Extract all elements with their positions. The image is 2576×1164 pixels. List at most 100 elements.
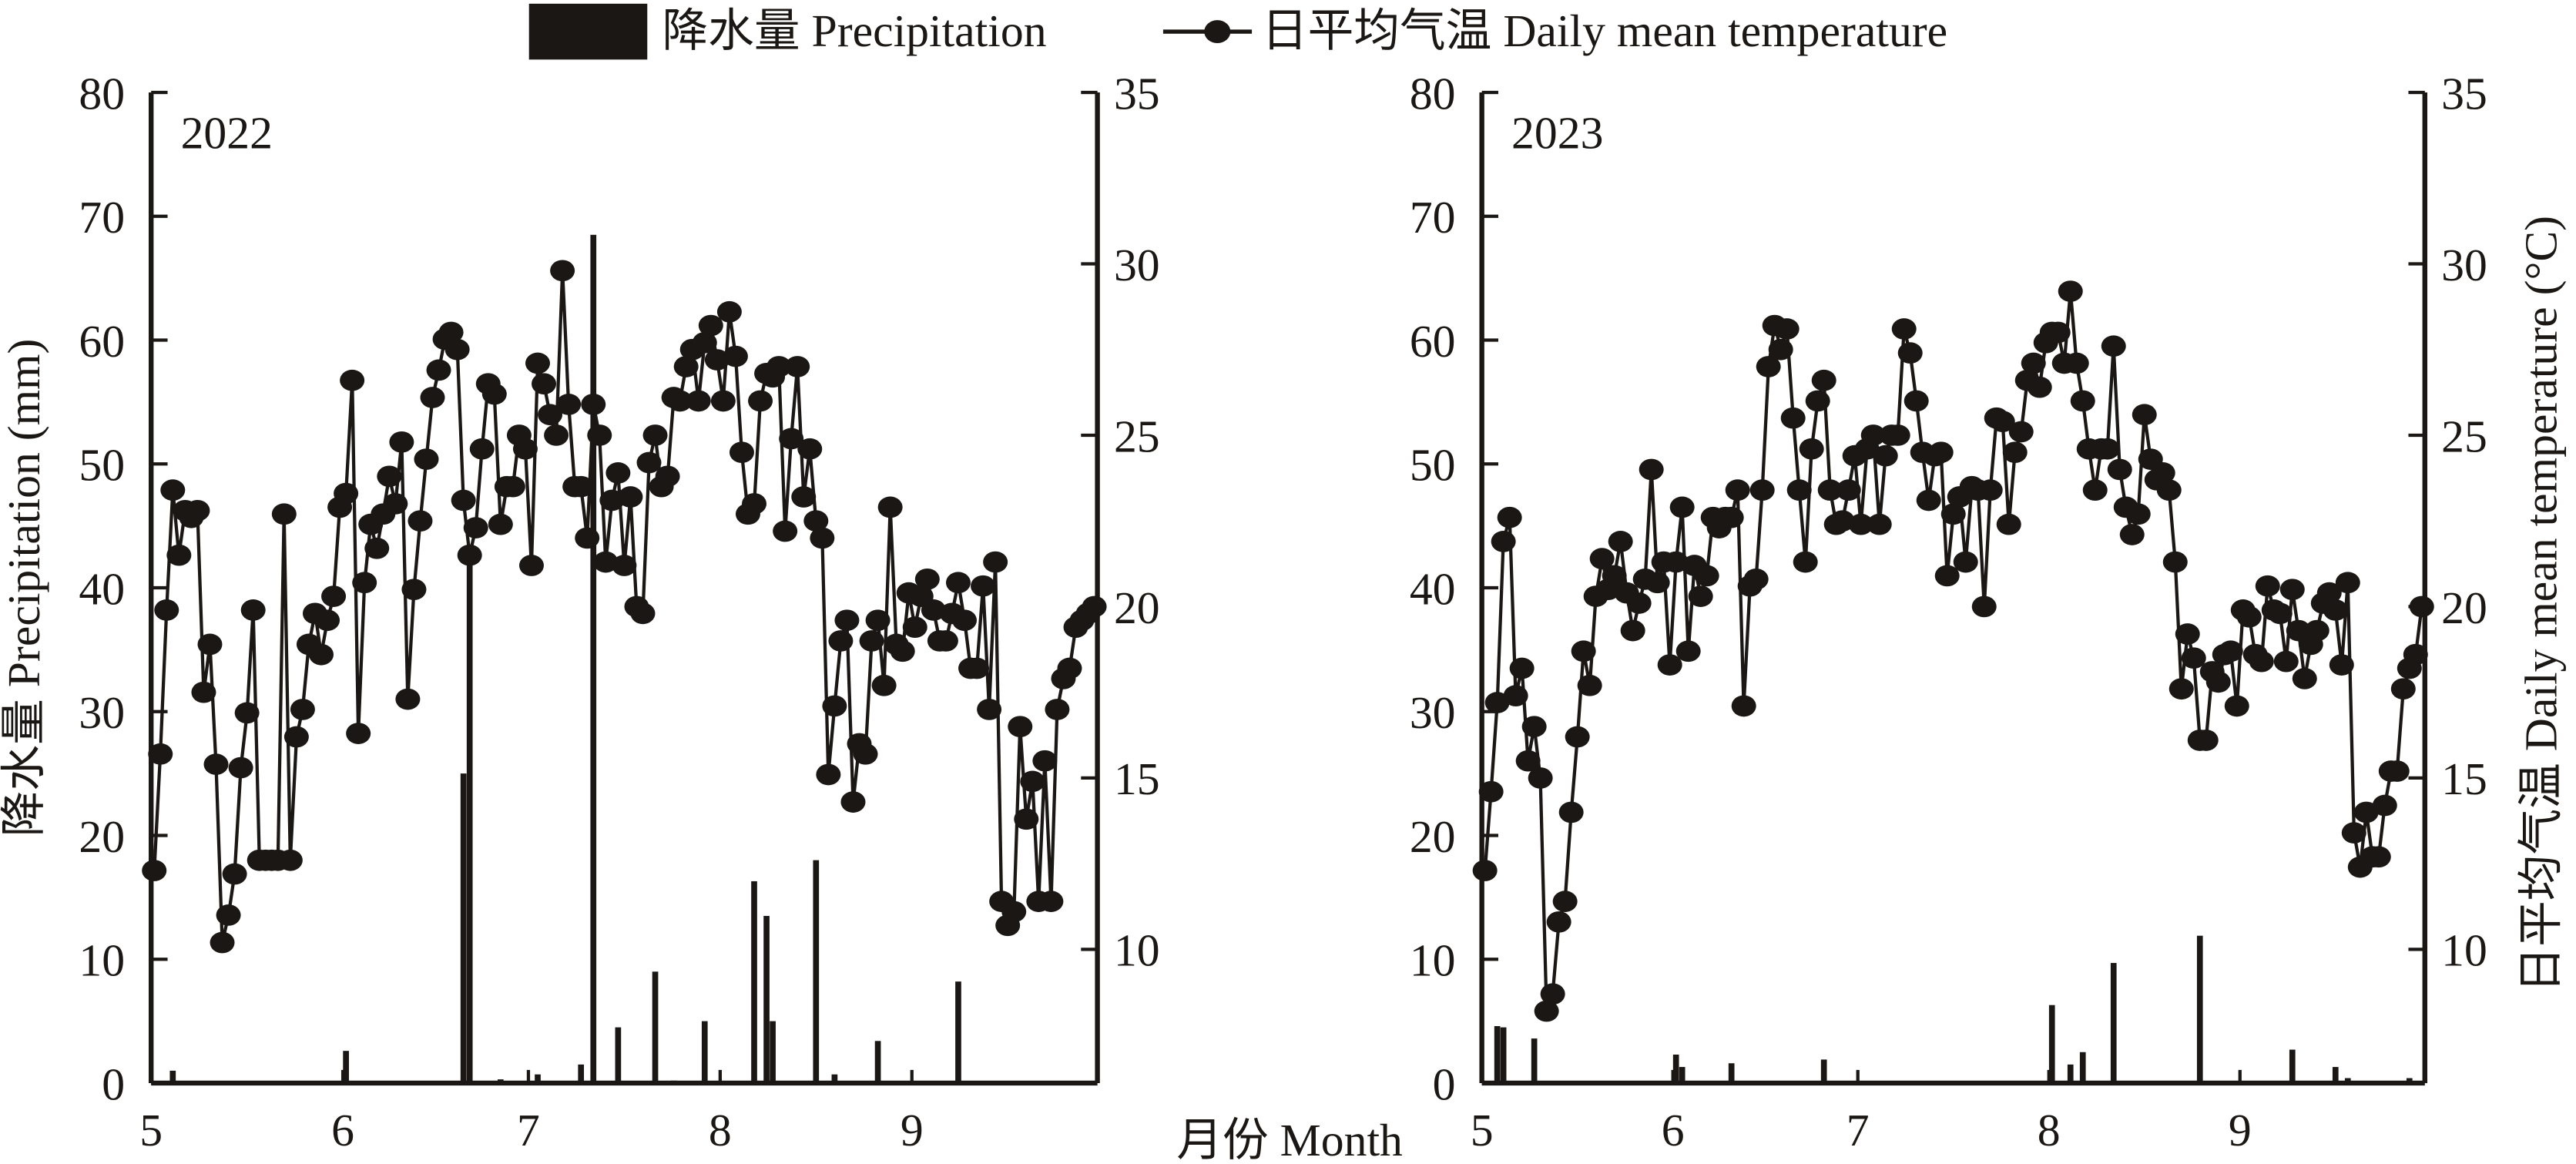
temperature-point (1645, 572, 1670, 594)
temperature-point (971, 575, 996, 597)
temperature-point (1867, 513, 1892, 535)
temperature-point (890, 640, 915, 663)
temperature-point (1082, 595, 1107, 618)
x-tick-label: 8 (2038, 1105, 2061, 1156)
y-right-axis-title: 日平均气温 Daily mean temperature (°C) (2515, 216, 2566, 993)
temperature-point (2267, 602, 2293, 625)
temperature-point (2095, 438, 2120, 460)
temperature-point (2058, 280, 2083, 302)
temperature-point (2125, 503, 2151, 525)
precip-bar (343, 1051, 349, 1083)
temperature-point (704, 349, 730, 371)
temperature-point (766, 356, 792, 377)
temperature-point (605, 462, 631, 484)
temperature-point (933, 630, 958, 652)
temperature-point (426, 359, 451, 381)
y-right-tick-label: 35 (2441, 68, 2487, 119)
temperature-point (816, 763, 841, 786)
temperature-point (1602, 565, 1627, 587)
temperature-point (1749, 479, 1775, 501)
y-left-tick-label: 50 (79, 440, 125, 491)
temperature-point (2002, 441, 2028, 464)
temperature-point (1608, 531, 1633, 552)
y-left-tick-label: 20 (1410, 811, 1456, 862)
temperature-point (2008, 421, 2034, 443)
temperature-point (451, 489, 476, 512)
temperature-point (1546, 911, 1571, 933)
temperature-point (346, 723, 371, 744)
temperature-point (569, 475, 594, 498)
temperature-point (240, 599, 266, 621)
y-left-tick-label: 70 (79, 192, 125, 243)
temperature-point (340, 369, 365, 391)
precip-bar (701, 1021, 708, 1083)
precip-bar (615, 1027, 622, 1083)
precip-bar (2110, 963, 2117, 1083)
legend: 降水量 Precipitation 日平均气温 Daily mean tempe… (528, 3, 1947, 60)
precip-bar (2332, 1067, 2339, 1083)
temperature-point (154, 599, 179, 621)
temperature-point (2390, 678, 2416, 700)
temperature-point (1014, 808, 1039, 830)
temperature-point (364, 537, 390, 559)
temperature-point (1534, 1000, 1559, 1022)
precip-bar (2196, 935, 2203, 1083)
temperature-point (630, 602, 656, 625)
x-tick-label: 7 (517, 1105, 540, 1156)
temperature-point (587, 424, 612, 446)
temperature-point (532, 373, 557, 395)
temperature-point (977, 699, 1002, 720)
temperature-point (1768, 338, 1793, 361)
temperature-point (779, 428, 804, 450)
temperature-point (2409, 595, 2434, 618)
temperature-point (550, 260, 575, 282)
temperature-point (377, 465, 402, 488)
temperature-point (1774, 318, 1800, 340)
temperature-point (352, 572, 377, 594)
temperature-point (2384, 760, 2410, 782)
y-left-tick-label: 40 (79, 563, 125, 614)
temperature-point (1484, 692, 1510, 713)
temperature-point (581, 394, 606, 415)
temperature-point (321, 585, 347, 607)
temperature-point (773, 520, 798, 542)
temperature-point (315, 609, 340, 632)
x-tick-label: 7 (1846, 1105, 1870, 1156)
precip-bar (535, 1074, 541, 1083)
temperature-point (1743, 568, 1769, 590)
temperature-point (160, 479, 186, 501)
temperature-point (1756, 356, 1781, 377)
temperature-point (2064, 352, 2089, 374)
temperature-point (142, 860, 167, 881)
temperature-point (518, 555, 544, 576)
x-tick-label: 5 (139, 1105, 163, 1156)
precip-bar (2344, 1078, 2351, 1083)
temperature-point (902, 616, 927, 638)
temperature-point (667, 390, 693, 412)
temperature-point (1515, 750, 1541, 772)
temperature-point (444, 338, 470, 361)
precip-bar (670, 1080, 677, 1083)
temperature-point (2119, 524, 2145, 545)
temperature-point (877, 496, 903, 518)
temperature-point (2279, 579, 2305, 601)
temperature-point (512, 438, 538, 460)
y-right-tick-label: 20 (1114, 582, 1160, 633)
temperature-point (2027, 376, 2052, 398)
temperature-point (538, 404, 563, 426)
temperature-point (1032, 750, 1058, 772)
temperature-point (166, 544, 192, 566)
temperature-point (1675, 640, 1701, 663)
temperature-point (148, 743, 173, 765)
temperature-point (2249, 650, 2274, 673)
temperature-point (438, 321, 464, 344)
temperature-point (383, 493, 408, 515)
temperature-point (716, 300, 742, 323)
temperature-point (2329, 654, 2354, 676)
temperature-point (612, 555, 637, 576)
temperature-point (2372, 794, 2397, 817)
temperature-point (2150, 462, 2175, 484)
temperature-point (2353, 801, 2379, 824)
temperature-point (2070, 390, 2095, 412)
temperature-point (642, 424, 668, 446)
